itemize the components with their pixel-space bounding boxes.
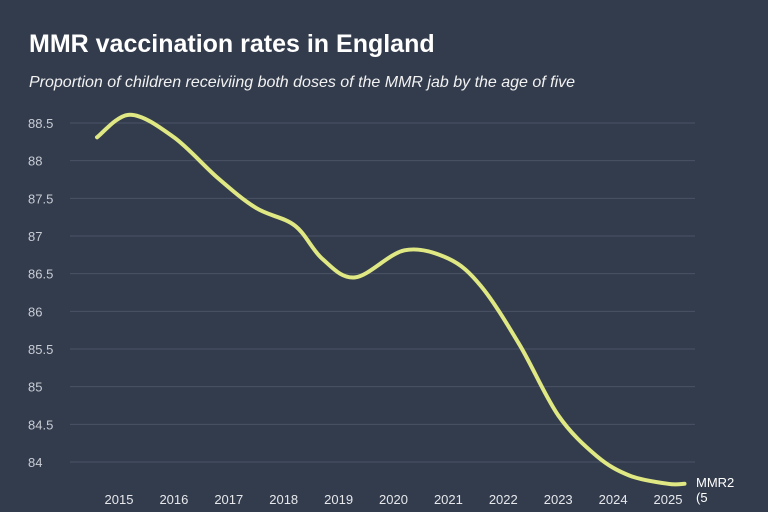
x-tick-label: 2016: [159, 492, 188, 507]
x-tick-label: 2021: [434, 492, 463, 507]
series-label-line: (5: [696, 490, 708, 505]
y-tick-label: 84.5: [28, 417, 53, 432]
series-line: [95, 112, 687, 487]
x-axis-ticks: 2015 2016 2017 2018 2019 2020 2021 2022 2023 2024…: [105, 492, 683, 507]
series-labels: MMR2 (5: [696, 475, 734, 505]
y-axis-ticks: 84 84.5 85 85.5 86 86.5 87 87.5 88 88.5: [28, 116, 53, 470]
gridlines: [70, 122, 695, 463]
y-tick-label: 88.5: [28, 116, 53, 131]
y-tick-label: 85: [28, 380, 42, 395]
series-label-line: MMR2: [696, 475, 734, 490]
chart-title: MMR vaccination rates in England: [29, 30, 435, 58]
x-tick-label: 2018: [269, 492, 298, 507]
x-tick-label: 2015: [105, 492, 134, 507]
y-tick-label: 86.5: [28, 267, 53, 282]
series-lines: [95, 112, 687, 487]
series-label: MMR2 (5: [696, 475, 734, 505]
x-tick-label: 2019: [324, 492, 353, 507]
y-tick-label: 84: [28, 455, 42, 470]
x-tick-label: 2023: [544, 492, 573, 507]
x-tick-label: 2017: [214, 492, 243, 507]
x-tick-label: 2024: [599, 492, 628, 507]
x-tick-label: 2025: [654, 492, 683, 507]
y-tick-label: 88: [28, 154, 42, 169]
y-tick-label: 87.5: [28, 191, 53, 206]
y-tick-label: 85.5: [28, 342, 53, 357]
chart-subtitle: Proportion of children receiviing both d…: [29, 74, 576, 91]
x-tick-label: 2022: [489, 492, 518, 507]
y-tick-label: 86: [28, 304, 42, 319]
x-tick-label: 2020: [379, 492, 408, 507]
y-tick-label: 87: [28, 229, 42, 244]
